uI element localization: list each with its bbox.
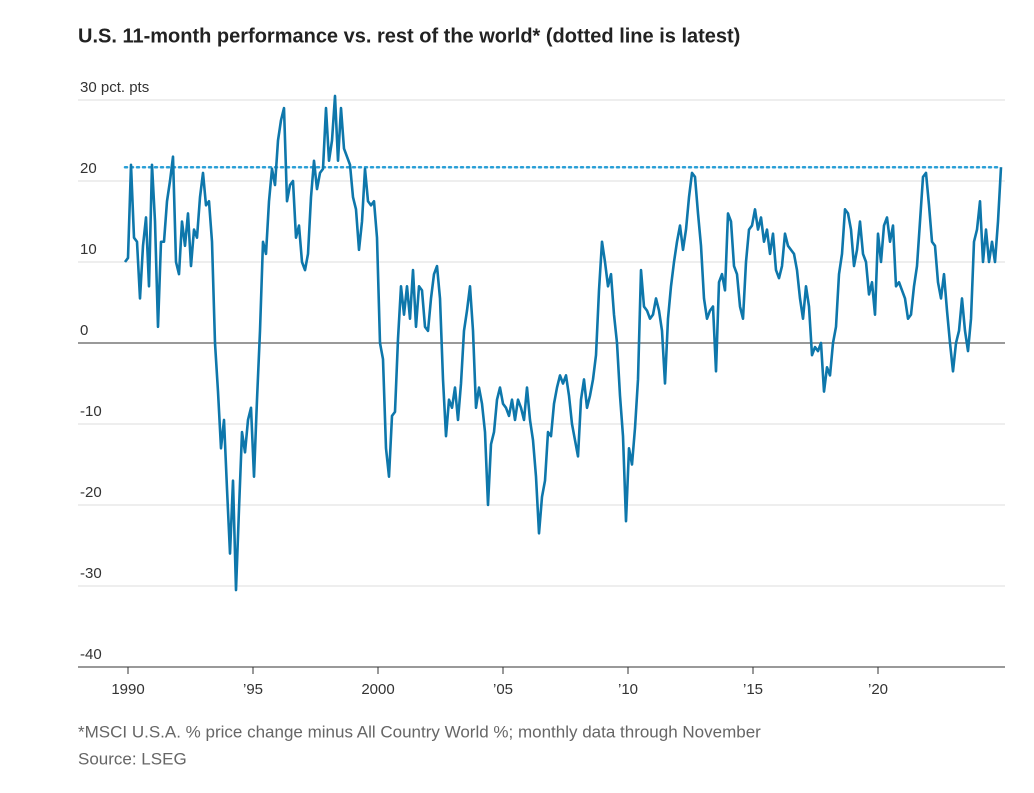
x-tick-label: ’20: [868, 681, 888, 698]
y-tick-label: -20: [80, 484, 102, 501]
y-tick-label: 30 pct. pts: [80, 79, 149, 96]
y-tick-label: 0: [80, 322, 88, 339]
chart-title: U.S. 11-month performance vs. rest of th…: [78, 25, 740, 47]
x-tick-label: ’95: [243, 681, 263, 698]
x-tick-label: ’10: [618, 681, 638, 698]
source: Source: LSEG: [78, 749, 187, 768]
y-tick-label: -30: [80, 565, 102, 582]
footnote: *MSCI U.S.A. % price change minus All Co…: [78, 722, 761, 741]
x-tick-label: ’15: [743, 681, 763, 698]
x-tick-label: ’05: [493, 681, 513, 698]
y-tick-label: 10: [80, 241, 97, 258]
y-tick-label: -10: [80, 403, 102, 420]
y-tick-label: 20: [80, 160, 97, 177]
x-tick-label: 2000: [361, 681, 394, 698]
data-line: [123, 94, 1003, 592]
y-tick-label: -40: [80, 646, 102, 663]
x-tick-label: 1990: [111, 681, 144, 698]
